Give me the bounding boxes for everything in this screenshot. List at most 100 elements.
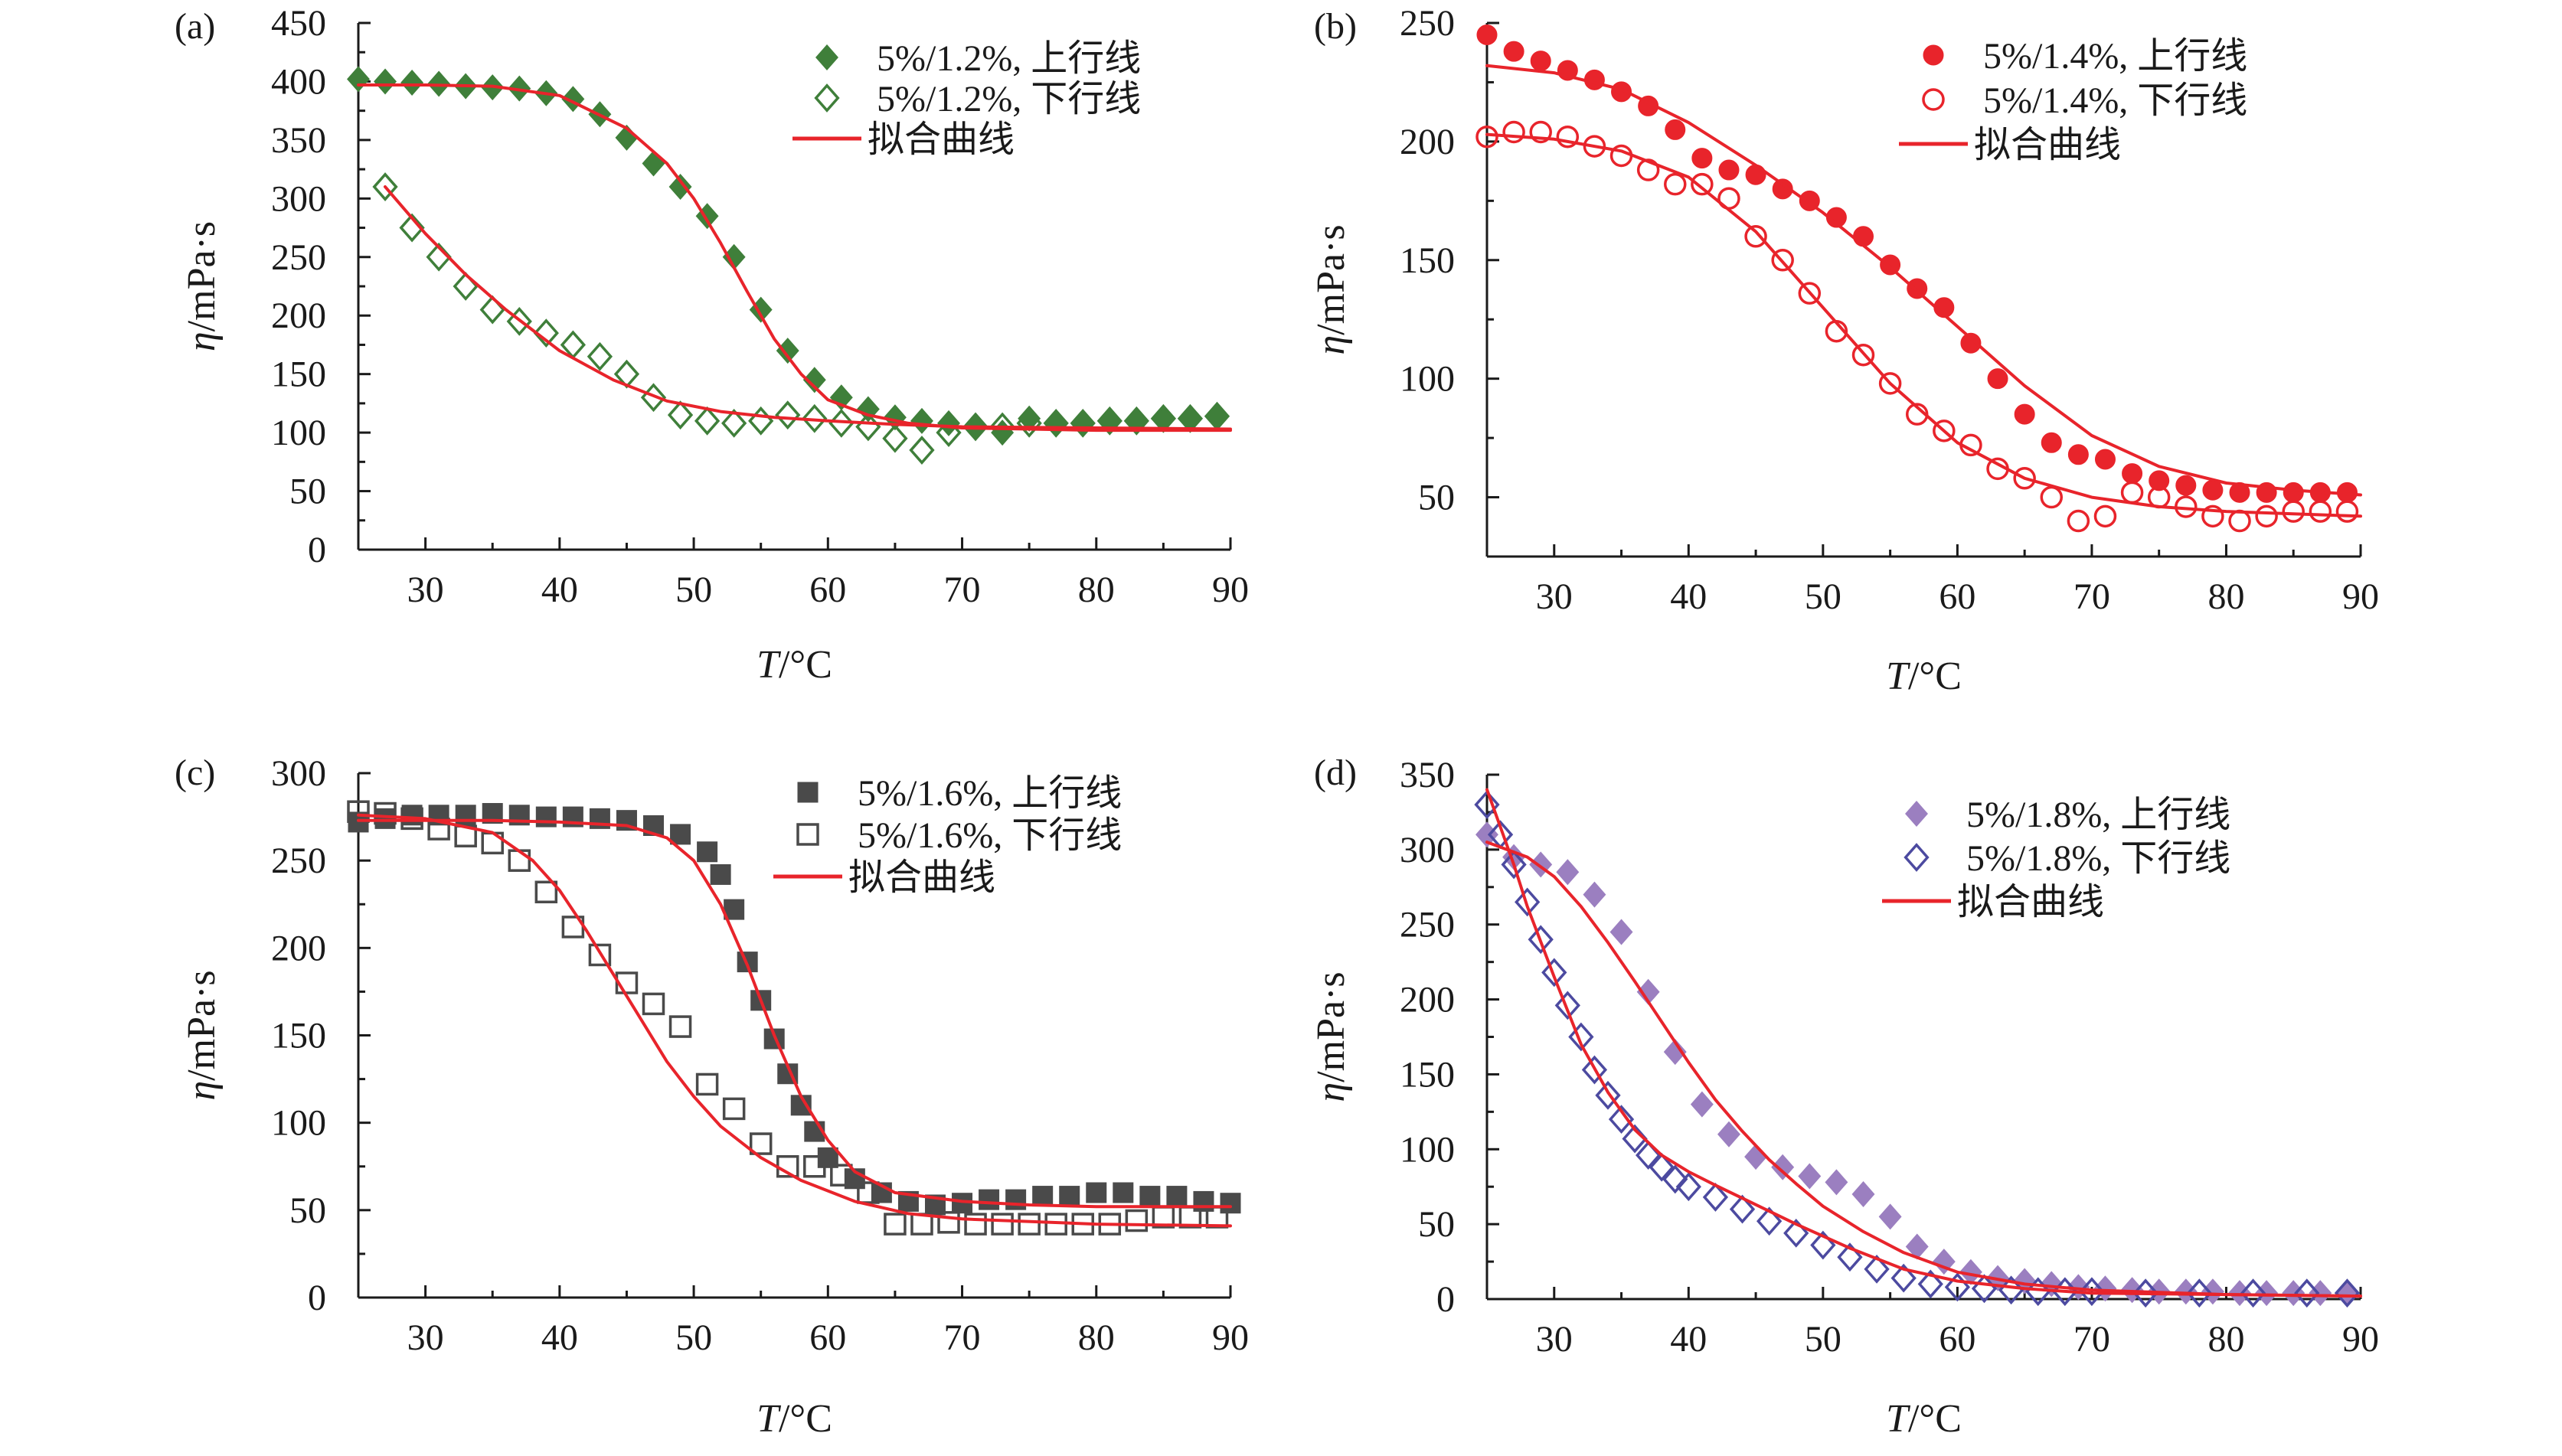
y-tick-label: 200 bbox=[271, 295, 326, 336]
data-point bbox=[2122, 463, 2143, 485]
data-point bbox=[962, 412, 989, 442]
x-tick-label: 40 bbox=[1670, 576, 1707, 617]
data-point bbox=[884, 1213, 907, 1236]
data-point bbox=[1528, 925, 1554, 955]
data-point bbox=[1691, 148, 1713, 169]
y-tick-label: 250 bbox=[1400, 905, 1455, 945]
panel-label: (c) bbox=[175, 752, 215, 793]
data-point bbox=[1744, 225, 1767, 248]
data-point bbox=[2014, 403, 2035, 425]
data-point bbox=[1005, 1189, 1027, 1210]
data-point bbox=[1018, 1213, 1041, 1236]
data-point bbox=[506, 306, 532, 336]
y-tick-label: 150 bbox=[271, 1016, 326, 1056]
data-point bbox=[2040, 485, 2064, 509]
data-point bbox=[1096, 406, 1123, 436]
x-tick-label: 60 bbox=[809, 1317, 846, 1358]
data-point bbox=[882, 423, 908, 453]
panel-label: (d) bbox=[1314, 752, 1357, 793]
y-tick-label: 0 bbox=[308, 1278, 326, 1318]
y-tick-label: 200 bbox=[1400, 980, 1455, 1020]
data-point bbox=[534, 880, 558, 904]
data-point bbox=[1556, 859, 1580, 886]
y-tick-label: 50 bbox=[289, 472, 326, 512]
data-point bbox=[937, 1211, 960, 1234]
data-point bbox=[2202, 479, 2224, 501]
data-point bbox=[1987, 368, 2008, 390]
data-point bbox=[1917, 1269, 1943, 1299]
data-point bbox=[802, 367, 826, 393]
data-point bbox=[1771, 1154, 1795, 1180]
x-tick-label: 30 bbox=[407, 570, 444, 610]
x-tick-label: 90 bbox=[2342, 576, 2379, 617]
data-point bbox=[455, 805, 476, 826]
data-point bbox=[2094, 449, 2116, 470]
x-tick-label: 50 bbox=[675, 1317, 712, 1358]
data-point bbox=[1070, 408, 1096, 438]
data-point bbox=[1717, 1121, 1740, 1147]
x-tick-label: 80 bbox=[1078, 1317, 1115, 1358]
legend-marker-swatch bbox=[796, 823, 819, 846]
x-tick-label: 70 bbox=[944, 570, 981, 610]
fit-curve bbox=[357, 83, 1232, 433]
x-tick-label: 40 bbox=[541, 1317, 578, 1358]
data-point bbox=[2283, 482, 2304, 503]
data-point bbox=[1675, 1172, 1701, 1202]
x-tick-label: 60 bbox=[1939, 576, 1975, 617]
data-point bbox=[695, 1072, 719, 1096]
y-tick-label: 100 bbox=[1400, 1129, 1455, 1170]
legend-marker-swatch bbox=[815, 44, 838, 71]
data-point bbox=[694, 406, 721, 436]
data-point bbox=[2228, 509, 2251, 533]
data-point bbox=[668, 174, 692, 201]
y-axis-title: η/mPa·s bbox=[1309, 971, 1353, 1102]
data-point bbox=[2309, 1280, 2332, 1307]
data-point bbox=[400, 69, 424, 96]
data-point bbox=[1205, 403, 1229, 429]
data-point bbox=[749, 1132, 773, 1155]
data-point bbox=[399, 213, 425, 243]
data-point bbox=[587, 341, 613, 371]
data-point bbox=[1798, 1163, 1822, 1190]
data-point bbox=[2175, 475, 2197, 496]
data-point bbox=[979, 1189, 1000, 1210]
data-point bbox=[2229, 482, 2250, 503]
data-point bbox=[748, 406, 774, 436]
x-axis-unit: /°C bbox=[1908, 1397, 1962, 1441]
x-tick-label: 50 bbox=[1805, 1319, 1841, 1360]
x-tick-label: 60 bbox=[809, 570, 846, 610]
data-point bbox=[1959, 1258, 1982, 1285]
y-tick-label: 50 bbox=[1418, 1204, 1455, 1245]
data-point bbox=[2079, 1277, 2105, 1307]
legend-label: 5%/1.2%, 下行线 bbox=[877, 79, 1141, 119]
x-axis-title: T/°C bbox=[1886, 1397, 1962, 1441]
data-point bbox=[964, 1213, 987, 1236]
x-tick-label: 70 bbox=[2073, 1319, 2110, 1360]
data-point bbox=[1541, 958, 1567, 988]
y-axis-title: η/mPa·s bbox=[180, 221, 224, 351]
panel-label: (b) bbox=[1314, 6, 1357, 47]
legend-label: 5%/1.4%, 下行线 bbox=[1983, 80, 2247, 121]
data-point bbox=[2149, 470, 2170, 491]
y-tick-label: 100 bbox=[271, 1103, 326, 1144]
data-point bbox=[803, 1155, 826, 1178]
legend-marker-swatch bbox=[814, 83, 840, 113]
data-point bbox=[1756, 1206, 1783, 1236]
data-point bbox=[2201, 504, 2224, 528]
series-1 bbox=[348, 803, 1241, 1216]
y-tick-label: 350 bbox=[271, 120, 326, 161]
x-tick-label: 50 bbox=[1805, 576, 1841, 617]
y-axis-variable: η bbox=[180, 1081, 224, 1101]
y-tick-label: 100 bbox=[1400, 359, 1455, 400]
data-point bbox=[1123, 406, 1149, 436]
data-point bbox=[2309, 500, 2332, 523]
y-tick-label: 400 bbox=[271, 61, 326, 102]
data-point bbox=[670, 824, 691, 845]
data-point bbox=[588, 943, 612, 967]
data-point bbox=[1530, 51, 1551, 72]
y-axis-variable: η bbox=[1309, 1082, 1353, 1102]
x-axis-variable: T bbox=[1886, 1397, 1910, 1441]
x-tick-label: 40 bbox=[1670, 1319, 1707, 1360]
